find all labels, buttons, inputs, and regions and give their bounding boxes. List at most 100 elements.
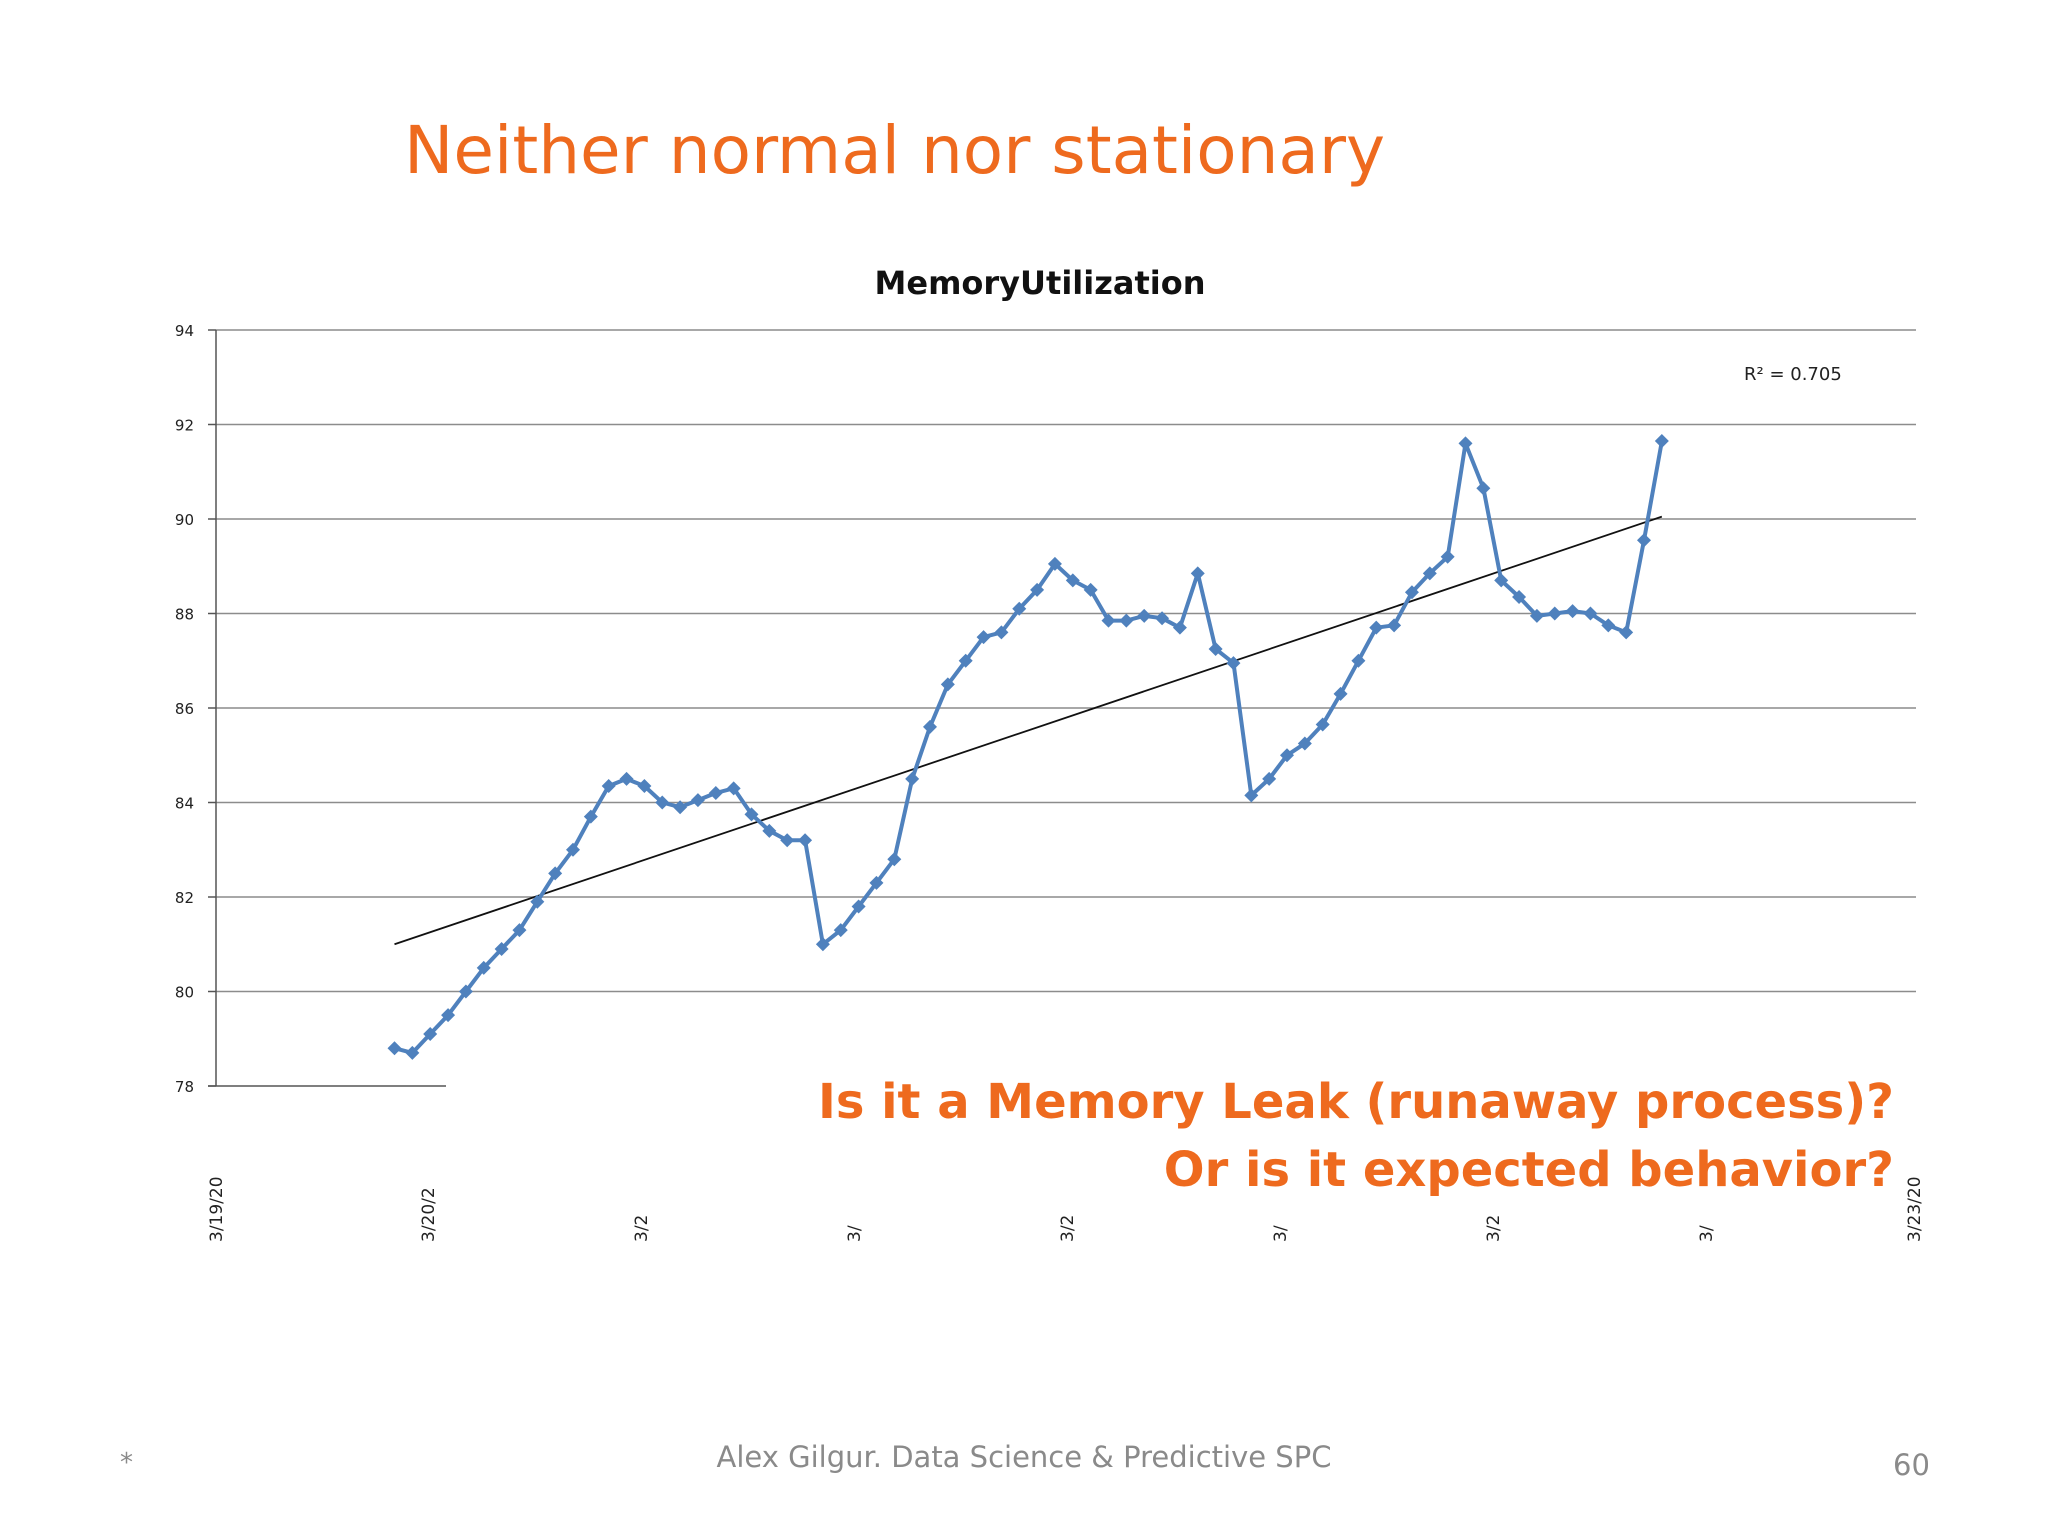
data-point (1404, 585, 1419, 600)
trendline (394, 515, 1663, 946)
footer-credit: Alex Gilgur. Data Science & Predictive S… (716, 1440, 1332, 1474)
data-point (958, 653, 973, 668)
data-point (744, 807, 759, 822)
data-point (1297, 736, 1312, 751)
data-point (1547, 606, 1562, 621)
x-tick-label: 3/2 (1484, 1215, 1504, 1242)
data-point (1083, 582, 1098, 597)
data-point (1494, 573, 1509, 588)
data-point (923, 719, 937, 734)
callout-question: Is it a Memory Leak (runaway process)? O… (818, 1068, 1894, 1204)
data-point (655, 795, 670, 810)
data-point (476, 960, 491, 975)
data-point (1565, 604, 1580, 619)
slide-title: Neither normal nor stationary (404, 112, 1386, 189)
data-point (1280, 748, 1294, 763)
data-point (1583, 606, 1598, 621)
y-tick-label: 94 (175, 322, 194, 340)
y-tick-label: 78 (175, 1078, 194, 1096)
data-point (1226, 656, 1241, 671)
data-point (1137, 608, 1152, 623)
data-point (1047, 556, 1062, 571)
data-point (601, 778, 616, 793)
x-tick-label: 3/2 (632, 1215, 652, 1242)
data-point (566, 842, 580, 857)
data-point (690, 793, 705, 808)
callout-line-1: Is it a Memory Leak (runaway process)? (817, 1074, 1894, 1130)
data-point (798, 833, 813, 848)
y-tick-label: 80 (175, 984, 194, 1002)
x-tick-label: 3/19/20 (207, 1176, 227, 1242)
series-line (393, 440, 1664, 1055)
data-point (780, 833, 795, 848)
data-point (1422, 566, 1437, 581)
data-point (1369, 620, 1384, 635)
series-layer (387, 434, 1669, 1060)
data-point (762, 823, 777, 838)
data-point (1619, 625, 1634, 640)
data-point (1172, 620, 1187, 635)
data-point (1065, 573, 1080, 588)
data-point (1262, 771, 1277, 786)
data-point (458, 984, 473, 999)
data-point (1637, 533, 1651, 548)
data-point (512, 923, 527, 938)
data-point (1529, 608, 1544, 623)
x-tick-label: 3/23/20 (1905, 1176, 1925, 1242)
data-point (708, 786, 723, 801)
y-tick-label: 84 (175, 795, 194, 813)
page-number: 60 (1893, 1448, 1930, 1482)
data-point (1512, 589, 1527, 604)
x-tick-label: 3/ (1271, 1225, 1291, 1242)
data-point (1315, 717, 1330, 732)
gridlines (208, 329, 1916, 1087)
y-tick-label: 88 (175, 606, 194, 624)
footer-star: * (120, 1448, 133, 1478)
data-point (1458, 436, 1473, 451)
x-tick-label: 3/ (845, 1225, 865, 1242)
data-point (994, 625, 1009, 640)
data-point (726, 781, 741, 796)
x-axis-tick-labels: 3/19/20 3/20/2 3/2 3/3/2 3/3/2 3/3/23/20 (207, 1176, 1925, 1242)
data-point (1119, 613, 1134, 628)
data-point (1244, 788, 1259, 803)
data-point (423, 1027, 438, 1042)
data-point (869, 875, 884, 890)
data-point (530, 894, 545, 909)
callout-line-2: Or is it expected behavior? (1163, 1142, 1894, 1198)
chart-title: MemoryUtilization (875, 264, 1206, 302)
data-point (387, 1041, 402, 1056)
y-tick-label: 82 (175, 889, 194, 907)
data-point (851, 899, 866, 914)
data-point (1012, 601, 1027, 616)
data-point (1030, 582, 1045, 597)
data-point (494, 941, 509, 956)
r-squared-label: R² = 0.705 (1744, 364, 1842, 385)
data-point (548, 866, 563, 881)
data-point (1601, 618, 1616, 633)
data-point (1333, 686, 1348, 701)
data-point (1476, 481, 1491, 496)
data-point (1440, 549, 1455, 564)
data-point (637, 778, 652, 793)
data-point (833, 923, 848, 938)
axes (208, 330, 446, 1087)
data-point (441, 1008, 456, 1023)
data-point (1351, 653, 1366, 668)
data-point (1208, 641, 1223, 656)
y-tick-label: 92 (175, 417, 194, 435)
y-tick-label: 86 (175, 700, 194, 718)
x-tick-label: 3/2 (1058, 1215, 1078, 1242)
data-point (673, 800, 688, 815)
y-tick-label: 90 (175, 511, 194, 529)
data-point (940, 677, 955, 692)
data-point (976, 630, 991, 645)
y-axis-tick-labels: 78 80 82 84 86 88 90 92 94 (175, 322, 194, 1096)
data-point (1190, 566, 1205, 581)
data-point (1387, 618, 1402, 633)
trendline-layer (394, 515, 1663, 946)
data-point (405, 1045, 420, 1060)
data-point (619, 771, 634, 786)
data-point (1654, 434, 1669, 449)
